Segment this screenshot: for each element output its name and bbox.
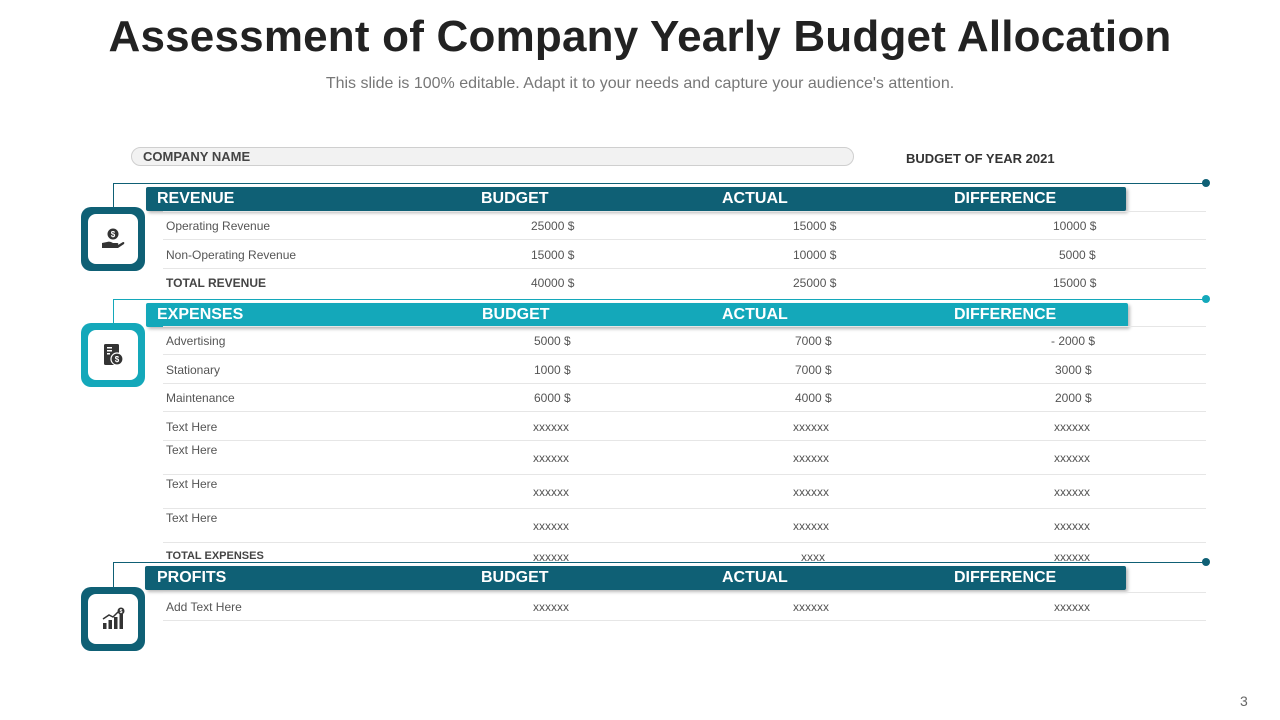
profits-header-budget: BUDGET	[481, 569, 549, 586]
revenue-row-budget: 25000 $	[531, 219, 575, 233]
expenses-header-label: EXPENSES	[157, 306, 244, 323]
expenses-row-actual: 4000 $	[795, 391, 832, 405]
slide-subtitle: This slide is 100% editable. Adapt it to…	[325, 75, 955, 92]
expenses-total-label: TOTAL EXPENSES	[166, 550, 264, 562]
row-divider	[163, 508, 1206, 509]
row-divider	[163, 592, 1206, 593]
expenses-header-actual: ACTUAL	[722, 306, 788, 323]
expenses-row-difference: xxxxxx	[1054, 519, 1090, 533]
row-divider	[163, 474, 1206, 475]
revenue-total-actual: 25000 $	[793, 276, 837, 290]
revenue-total-difference: 15000 $	[1053, 276, 1097, 290]
expenses-row-budget: xxxxxx	[533, 519, 569, 533]
expenses-header-difference: DIFFERENCE	[954, 306, 1057, 323]
profits-row-budget: xxxxxx	[533, 600, 569, 614]
company-name-field[interactable]: COMPANY NAME	[131, 147, 854, 166]
row-divider	[163, 383, 1206, 384]
expenses-row-difference: 3000 $	[1055, 363, 1092, 377]
profits-header-bar: PROFITS BUDGET ACTUAL DIFFERENCE	[145, 566, 1126, 590]
profits-connector-dot	[1202, 558, 1210, 566]
revenue-total-budget: 40000 $	[531, 276, 575, 290]
revenue-header-difference: DIFFERENCE	[954, 190, 1057, 207]
expenses-row-actual: xxxxxx	[793, 519, 829, 533]
row-divider	[163, 211, 1206, 212]
row-divider	[163, 354, 1206, 355]
page-number: 3	[1240, 693, 1248, 709]
budget-year-label: BUDGET OF YEAR 2021	[906, 151, 1055, 166]
revenue-row-label: Non-Operating Revenue	[166, 248, 297, 262]
expenses-row-label: Text Here	[166, 511, 218, 525]
revenue-header-bar: REVENUE BUDGET ACTUAL DIFFERENCE	[146, 187, 1126, 211]
profits-row-difference: xxxxxx	[1054, 600, 1090, 614]
expenses-row-budget: xxxxxx	[533, 451, 569, 465]
expenses-row-actual: xxxxxx	[793, 451, 829, 465]
expenses-icon-box: $	[81, 323, 145, 387]
profits-row-actual: xxxxxx	[793, 600, 829, 614]
svg-text:$: $	[120, 609, 123, 615]
invoice-dollar-icon: $	[104, 344, 124, 366]
revenue-row-label: Operating Revenue	[166, 219, 271, 233]
expenses-header-budget: BUDGET	[482, 306, 550, 323]
revenue-row-difference: 10000 $	[1053, 219, 1097, 233]
expenses-row-budget: xxxxxx	[533, 485, 569, 499]
expenses-row-actual: xxxxxx	[793, 485, 829, 499]
revenue-row-actual: 15000 $	[793, 219, 837, 233]
revenue-row-actual: 10000 $	[793, 248, 837, 262]
revenue-icon-box: $	[81, 207, 145, 271]
expenses-row-budget: 1000 $	[534, 363, 571, 377]
expenses-header-bar: EXPENSES BUDGET ACTUAL DIFFERENCE	[146, 303, 1128, 327]
expenses-row-difference: xxxxxx	[1054, 485, 1090, 499]
profits-row-label: Add Text Here	[166, 600, 242, 614]
expenses-row-actual: xxxxxx	[793, 420, 829, 434]
revenue-header-label: REVENUE	[157, 190, 235, 207]
expenses-row-actual: 7000 $	[795, 334, 832, 348]
expenses-connector-stub	[113, 299, 114, 325]
profits-header-label: PROFITS	[157, 569, 227, 586]
expenses-row-budget: 6000 $	[534, 391, 571, 405]
row-divider	[163, 440, 1206, 441]
slide-title: Assessment of Company Yearly Budget Allo…	[108, 12, 1172, 61]
expenses-row-label: Text Here	[166, 477, 218, 491]
expenses-row-difference: - 2000 $	[1051, 334, 1096, 348]
revenue-connector-stub	[113, 183, 114, 209]
row-divider	[163, 620, 1206, 621]
expenses-row-budget: 5000 $	[534, 334, 571, 348]
revenue-row-difference: 5000 $	[1059, 248, 1096, 262]
revenue-header-actual: ACTUAL	[722, 190, 788, 207]
svg-text:$: $	[111, 230, 116, 239]
expenses-total-actual: xxxx	[801, 550, 825, 564]
expenses-row-label: Maintenance	[166, 391, 235, 405]
profits-icon-box: $	[81, 587, 145, 651]
profits-connector-stub	[113, 562, 114, 588]
expenses-row-label: Stationary	[166, 363, 221, 377]
expenses-row-difference: 2000 $	[1055, 391, 1092, 405]
growth-chart-icon: $	[102, 607, 125, 629]
expenses-row-label: Text Here	[166, 420, 218, 434]
row-divider	[163, 326, 1206, 327]
revenue-connector-dot	[1202, 179, 1210, 187]
revenue-total-label: TOTAL REVENUE	[166, 276, 267, 290]
svg-text:$: $	[115, 355, 120, 364]
row-divider	[163, 542, 1206, 543]
expenses-row-difference: xxxxxx	[1054, 420, 1090, 434]
row-divider	[163, 268, 1206, 269]
revenue-connector-line	[113, 183, 1206, 184]
expenses-connector-dot	[1202, 295, 1210, 303]
profits-connector-line	[113, 562, 1206, 563]
profits-header-difference: DIFFERENCE	[954, 569, 1057, 586]
expenses-total-budget: xxxxxx	[533, 550, 569, 564]
profits-header-actual: ACTUAL	[722, 569, 788, 586]
expenses-row-difference: xxxxxx	[1054, 451, 1090, 465]
expenses-total-difference: xxxxxx	[1054, 550, 1090, 564]
hand-dollar-icon: $	[102, 228, 125, 248]
revenue-row-budget: 15000 $	[531, 248, 575, 262]
revenue-header-budget: BUDGET	[481, 190, 549, 207]
row-divider	[163, 411, 1206, 412]
expenses-row-label: Advertising	[166, 334, 226, 348]
expenses-connector-line	[113, 299, 1206, 300]
row-divider	[163, 239, 1206, 240]
expenses-row-label: Text Here	[166, 443, 218, 457]
expenses-row-actual: 7000 $	[795, 363, 832, 377]
expenses-row-budget: xxxxxx	[533, 420, 569, 434]
